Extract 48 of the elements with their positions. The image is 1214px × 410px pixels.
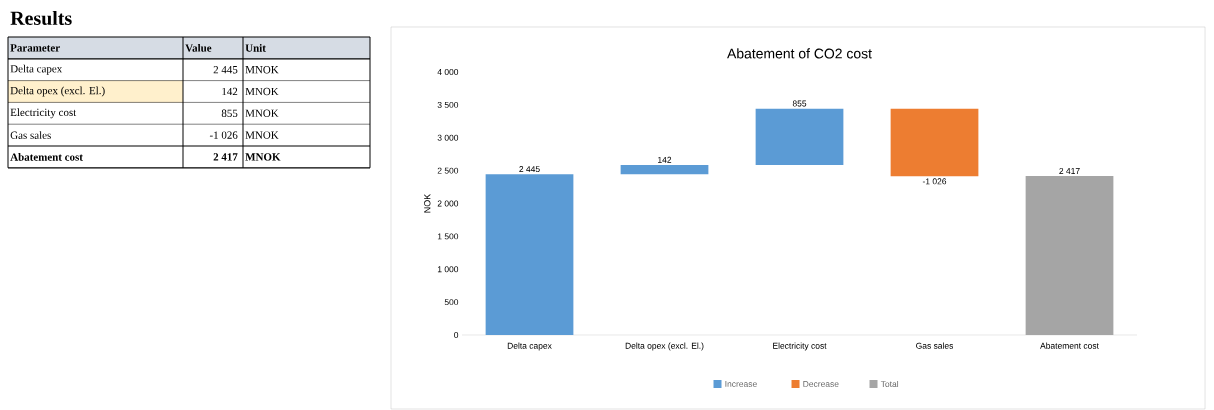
legend-label: Increase: [725, 381, 757, 387]
text: -1 026: [209, 131, 238, 139]
x-tick-label: Delta capex: [507, 342, 552, 351]
bar: [890, 108, 979, 177]
data-label: 855: [792, 100, 807, 107]
bar: [620, 164, 709, 175]
text: MNOK: [245, 153, 281, 161]
text: Value: [185, 44, 212, 52]
y-tick-label: 500: [444, 299, 459, 306]
y-tick-label: 3 500: [437, 101, 459, 108]
y-tick-label: 1 000: [437, 266, 459, 273]
data-label: 2 445: [519, 166, 540, 173]
text: Parameter: [10, 44, 60, 52]
text: Gas sales: [10, 131, 51, 139]
data-label: 142: [658, 156, 672, 163]
text: Electricity cost: [10, 108, 77, 119]
y-tick-label: 4 000: [437, 69, 459, 75]
text: Delta opex (excl. El.): [10, 86, 105, 97]
text: Abatement cost: [10, 153, 83, 161]
y-tick-label: 2 000: [437, 200, 459, 207]
y-axis-title: NOK: [424, 193, 431, 213]
bar: [1025, 176, 1114, 335]
legend-label: Decrease: [803, 381, 839, 387]
x-tick-label: Abatement cost: [1040, 342, 1099, 349]
text: MNOK: [245, 109, 279, 117]
text: 142: [222, 87, 238, 96]
text: MNOK: [245, 87, 279, 96]
text: MNOK: [245, 66, 279, 74]
text: Unit: [245, 44, 266, 52]
data-label: -1 026: [922, 178, 947, 185]
text: 855: [221, 109, 238, 117]
text: 2 445: [213, 66, 238, 74]
text: Delta capex: [10, 64, 63, 75]
y-tick-label: 2 500: [437, 167, 459, 174]
y-tick-label: 1 500: [437, 233, 459, 240]
y-tick-label: 0: [454, 332, 459, 338]
x-tick-label: Delta opex (excl. El.): [625, 342, 704, 351]
y-tick-label: 3 000: [437, 134, 459, 141]
text: 2 417: [213, 153, 238, 161]
chart-title: Abatement of CO2 cost: [727, 48, 872, 59]
bar: [755, 108, 844, 165]
text: Results: [10, 10, 72, 26]
x-tick-label: Electricity cost: [773, 342, 827, 351]
text: MNOK: [245, 131, 279, 139]
legend-label: Total: [880, 380, 899, 388]
data-label: 2 417: [1059, 167, 1080, 174]
bar: [485, 174, 574, 335]
x-tick-label: Gas sales: [916, 342, 954, 349]
